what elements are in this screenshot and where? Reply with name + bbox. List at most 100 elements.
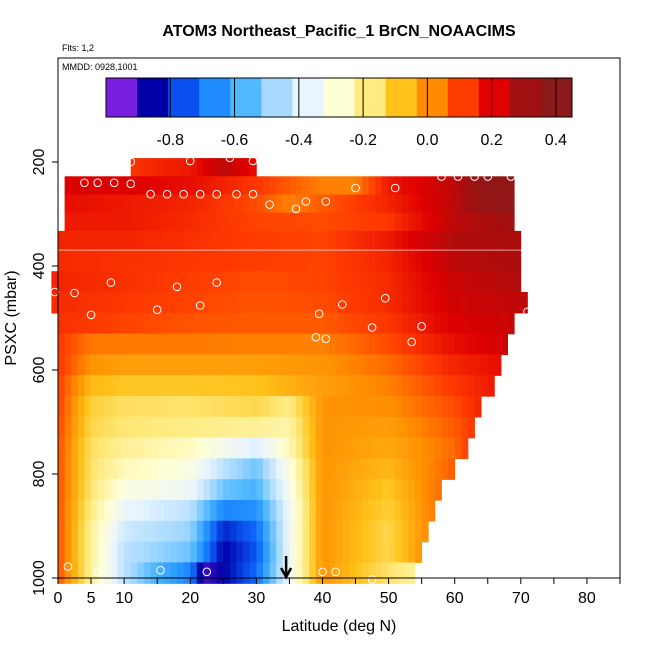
heatmap-cell: [355, 212, 363, 232]
heatmap-cell: [77, 194, 85, 214]
heatmap-cell: [388, 194, 396, 214]
heatmap-cell: [216, 158, 224, 177]
heatmap-cell: [322, 500, 330, 522]
heatmap-cell: [315, 230, 323, 250]
heatmap-cell: [163, 292, 171, 314]
heatmap-cell: [104, 250, 112, 272]
heatmap-cell: [143, 176, 151, 196]
heatmap-cell: [163, 194, 171, 214]
heatmap-cell: [269, 271, 277, 293]
heatmap-cell: [117, 375, 125, 397]
heatmap-cell: [130, 354, 138, 376]
x-axis: 0 5 10 20 30 40 50 60 70 80: [54, 578, 621, 607]
heatmap-cell: [441, 416, 449, 439]
heatmap-cell: [117, 292, 125, 314]
x-tick-label: 60: [446, 590, 464, 607]
heatmap-cell: [481, 212, 489, 232]
heatmap-cell: [276, 194, 284, 214]
heatmap-cell: [137, 292, 145, 314]
heatmap-cell: [395, 194, 403, 214]
heatmap-cell: [243, 250, 251, 272]
colorbar-swatch: [137, 78, 169, 117]
heatmap-cell: [157, 333, 165, 356]
heatmap-cell: [454, 194, 462, 214]
heatmap-cell: [415, 230, 423, 250]
heatmap-cell: [335, 479, 343, 501]
heatmap-cell: [262, 375, 270, 397]
heatmap-cell: [64, 520, 72, 543]
heatmap-cell: [117, 437, 125, 460]
heatmap-cell: [150, 479, 158, 501]
heatmap-cell: [348, 354, 356, 376]
heatmap-cell: [196, 158, 204, 177]
heatmap-cell: [362, 396, 370, 418]
heatmap-cell: [117, 230, 125, 250]
heatmap-cell: [177, 520, 185, 543]
heatmap-cell: [150, 194, 158, 214]
heatmap-cell: [229, 158, 237, 177]
heatmap-cell: [315, 292, 323, 314]
heatmap-cell: [196, 212, 204, 232]
heatmap-cell: [104, 271, 112, 293]
heatmap-cell: [454, 212, 462, 232]
heatmap-cell: [269, 230, 277, 250]
heatmap-cell: [183, 562, 191, 584]
heatmap-cell: [329, 500, 337, 522]
heatmap-cell: [71, 333, 79, 356]
heatmap-cell: [309, 479, 317, 501]
heatmap-cell: [269, 375, 277, 397]
heatmap-cell: [163, 176, 171, 196]
heatmap-cell: [355, 312, 363, 335]
heatmap-cell: [137, 194, 145, 214]
heatmap-cell: [342, 375, 350, 397]
heatmap-cell: [329, 479, 337, 501]
heatmap-cell: [421, 271, 429, 293]
heatmap-cell: [388, 354, 396, 376]
heatmap-cell: [282, 520, 290, 543]
heatmap-cell: [342, 416, 350, 439]
heatmap-cell: [348, 562, 356, 584]
heatmap-cell: [249, 312, 257, 335]
heatmap-cell: [494, 271, 502, 293]
heatmap-cell: [375, 562, 383, 584]
heatmap-cell: [64, 541, 72, 564]
heatmap-cell: [368, 176, 376, 196]
heatmap-cell: [91, 333, 99, 356]
heatmap-cell: [157, 354, 165, 376]
heatmap-cell: [216, 562, 224, 584]
sample-point: [126, 179, 135, 189]
sample-point: [179, 189, 188, 199]
heatmap-cell: [315, 250, 323, 272]
heatmap-cell: [262, 562, 270, 584]
heatmap-cell: [388, 375, 396, 397]
heatmap-cell: [428, 416, 436, 439]
heatmap-cell: [223, 158, 231, 177]
heatmap-cell: [276, 250, 284, 272]
heatmap-cell: [84, 194, 92, 214]
heatmap-cell: [461, 312, 469, 335]
heatmap-cell: [177, 271, 185, 293]
heatmap-cell: [362, 354, 370, 376]
heatmap-cell: [163, 500, 171, 522]
heatmap-cell: [64, 416, 72, 439]
heatmap-cell: [375, 271, 383, 293]
heatmap-cell: [124, 212, 132, 232]
heatmap-cell: [289, 212, 297, 232]
y-tick-label: 200: [31, 149, 48, 176]
heatmap-cell: [183, 375, 191, 397]
heatmap-cell: [454, 312, 462, 335]
heatmap-cell: [256, 292, 264, 314]
heatmap-cell: [203, 250, 211, 272]
x-tick-label: 5: [87, 590, 96, 607]
heatmap-cell: [223, 312, 231, 335]
heatmap-cell: [342, 312, 350, 335]
heatmap-cell: [282, 176, 290, 196]
heatmap-cell: [117, 333, 125, 356]
heatmap-cell: [441, 194, 449, 214]
heatmap-cell: [77, 312, 85, 335]
heatmap-cell: [388, 458, 396, 480]
heatmap-cell: [223, 271, 231, 293]
heatmap-cell: [77, 479, 85, 501]
heatmap-cell: [461, 396, 469, 418]
heatmap-cell: [415, 479, 423, 501]
